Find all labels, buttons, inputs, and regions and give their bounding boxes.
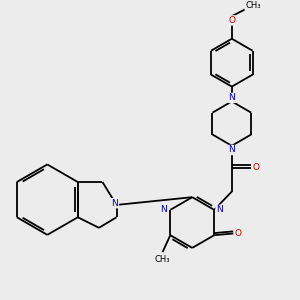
Text: N: N	[111, 199, 118, 208]
Text: O: O	[228, 16, 235, 25]
Text: N: N	[228, 93, 235, 102]
Text: O: O	[253, 163, 260, 172]
Text: N: N	[160, 206, 167, 214]
Text: O: O	[234, 229, 241, 238]
Text: CH₃: CH₃	[245, 1, 261, 10]
Text: CH₃: CH₃	[155, 255, 170, 264]
Text: N: N	[228, 146, 235, 154]
Text: N: N	[216, 206, 223, 214]
